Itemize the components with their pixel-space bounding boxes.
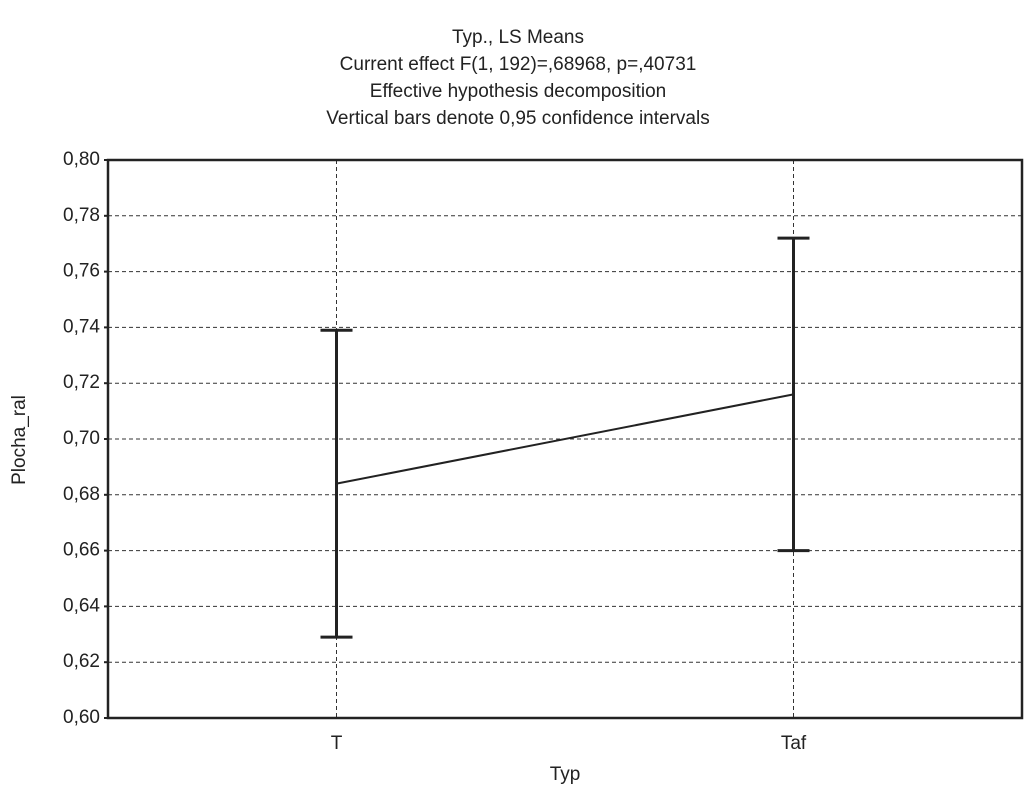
y-tick-label: 0,80 [63,149,100,170]
chart-subtitle: Effective hypothesis decomposition [370,81,666,102]
y-tick-label: 0,60 [63,707,100,728]
mean-line [336,393,794,485]
x-tick-label: Taf [781,733,807,754]
y-tick-label: 0,76 [63,261,100,282]
y-axis-label: Plocha_ral [9,395,30,485]
chart-subtitle: Current effect F(1, 192)=,68968, p=,4073… [340,54,697,75]
y-tick-label: 0,78 [63,205,100,226]
y-tick-label: 0,64 [63,595,100,616]
y-tick-label: 0,72 [63,372,100,393]
x-axis-label: Typ [550,764,581,785]
y-tick-label: 0,68 [63,484,100,505]
y-tick-label: 0,66 [63,540,100,561]
chart-title: Typ., LS Means [452,27,584,48]
plot-frame [106,158,1024,720]
y-tick-label: 0,74 [63,316,100,337]
y-tick-label: 0,70 [63,428,100,449]
chart-subtitle: Vertical bars denote 0,95 confidence int… [326,108,709,129]
y-tick-label: 0,62 [63,651,100,672]
x-tick-label: T [331,733,343,754]
